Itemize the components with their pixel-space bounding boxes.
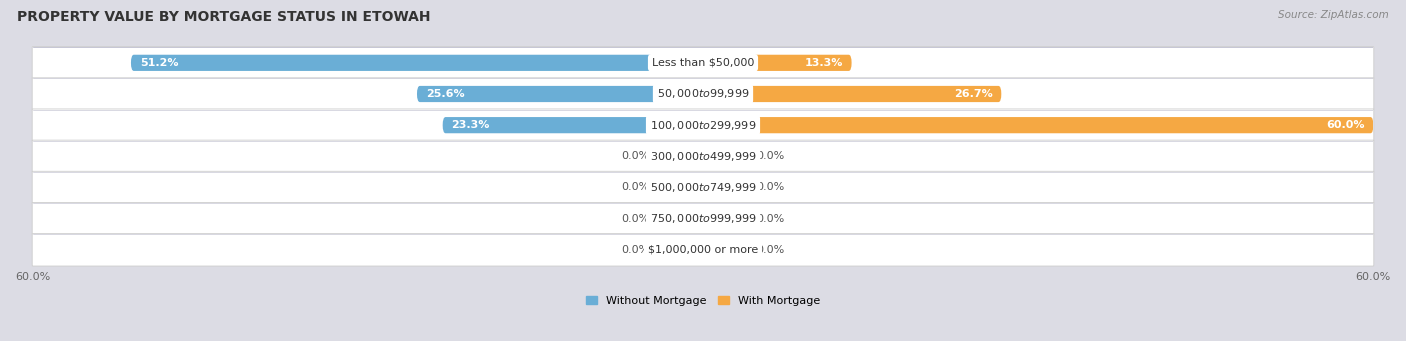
Text: 0.0%: 0.0% [621,214,650,224]
Text: $100,000 to $299,999: $100,000 to $299,999 [650,119,756,132]
FancyBboxPatch shape [703,179,748,196]
Text: 0.0%: 0.0% [621,151,650,161]
FancyBboxPatch shape [703,210,748,227]
FancyBboxPatch shape [703,148,748,164]
FancyBboxPatch shape [418,86,703,102]
FancyBboxPatch shape [703,55,852,71]
FancyBboxPatch shape [703,86,1001,102]
Text: Source: ZipAtlas.com: Source: ZipAtlas.com [1278,10,1389,20]
Text: 26.7%: 26.7% [953,89,993,99]
FancyBboxPatch shape [131,55,703,71]
FancyBboxPatch shape [658,210,703,227]
Text: 0.0%: 0.0% [756,182,785,193]
Text: Less than $50,000: Less than $50,000 [652,58,754,68]
Text: 0.0%: 0.0% [756,151,785,161]
FancyBboxPatch shape [703,242,748,258]
FancyBboxPatch shape [32,234,1374,266]
Text: 51.2%: 51.2% [139,58,179,68]
Text: PROPERTY VALUE BY MORTGAGE STATUS IN ETOWAH: PROPERTY VALUE BY MORTGAGE STATUS IN ETO… [17,10,430,24]
FancyBboxPatch shape [443,117,703,133]
Text: 23.3%: 23.3% [451,120,489,130]
Text: $50,000 to $99,999: $50,000 to $99,999 [657,88,749,101]
FancyBboxPatch shape [32,140,1374,173]
FancyBboxPatch shape [32,171,1374,204]
Text: 0.0%: 0.0% [756,214,785,224]
FancyBboxPatch shape [658,148,703,164]
Text: 0.0%: 0.0% [756,245,785,255]
FancyBboxPatch shape [658,179,703,196]
Text: $1,000,000 or more: $1,000,000 or more [648,245,758,255]
Text: 13.3%: 13.3% [804,58,842,68]
Text: $750,000 to $999,999: $750,000 to $999,999 [650,212,756,225]
Text: 0.0%: 0.0% [621,245,650,255]
FancyBboxPatch shape [703,117,1374,133]
Text: $300,000 to $499,999: $300,000 to $499,999 [650,150,756,163]
Text: 0.0%: 0.0% [621,182,650,193]
FancyBboxPatch shape [32,109,1374,142]
FancyBboxPatch shape [32,78,1374,110]
Legend: Without Mortgage, With Mortgage: Without Mortgage, With Mortgage [582,291,824,310]
Text: $500,000 to $749,999: $500,000 to $749,999 [650,181,756,194]
Text: 25.6%: 25.6% [426,89,464,99]
FancyBboxPatch shape [658,242,703,258]
FancyBboxPatch shape [32,203,1374,235]
FancyBboxPatch shape [32,47,1374,79]
Text: 60.0%: 60.0% [1326,120,1364,130]
